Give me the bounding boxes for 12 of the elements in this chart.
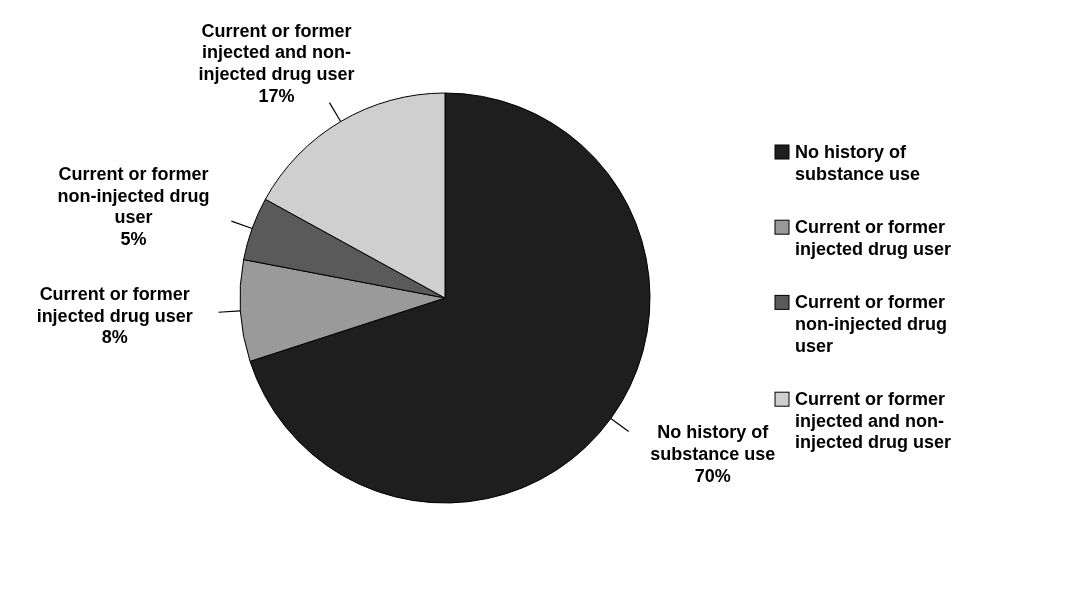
slice-label: Current or former injected drug user	[36, 284, 193, 326]
data-label: 5%	[120, 228, 147, 249]
legend-label: Current or former injected and non-injected drug user	[795, 389, 952, 453]
data-label: 17%	[258, 85, 295, 106]
slice-label: Current or former injected and non-injected drug user	[198, 20, 355, 84]
legend-label: Current or former non-injected drug user	[795, 292, 947, 356]
legend-label: No history of substance use	[650, 422, 776, 465]
legend-label: Current or former injected drug user	[795, 217, 952, 259]
data-label: 8%	[101, 327, 128, 348]
category-label: No history of substance use	[795, 142, 921, 184]
slice-label: Current or former non-injected drug user	[57, 163, 210, 228]
data-label: 70%	[694, 465, 731, 486]
